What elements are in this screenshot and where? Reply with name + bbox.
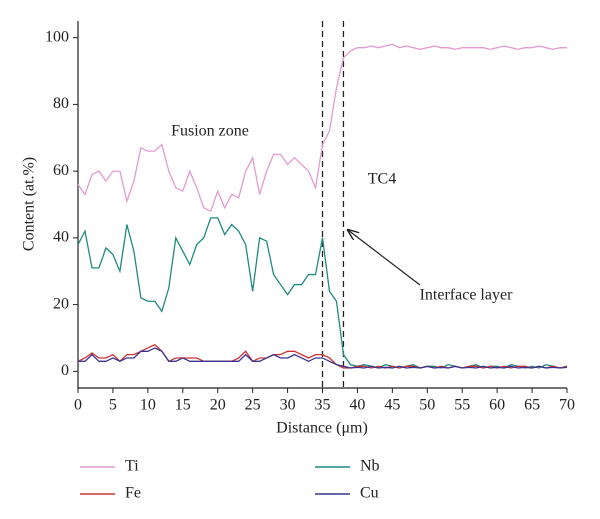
series-line: [77, 43, 567, 213]
x-tick-label: 70: [559, 397, 575, 414]
y-tick-label: 20: [53, 295, 69, 312]
annotation: TC4: [368, 171, 396, 188]
arrow: [348, 230, 421, 286]
series-line: [78, 347, 568, 369]
y-tick-label: 40: [53, 229, 69, 246]
x-axis-label: Distance (μm): [276, 420, 368, 437]
x-tick-label: 55: [454, 397, 470, 414]
legend-label: Cu: [360, 485, 379, 502]
x-tick-label: 40: [349, 397, 365, 414]
x-tick-label: 65: [524, 397, 540, 414]
legend-label: Ti: [125, 458, 139, 475]
x-tick-label: 30: [280, 397, 296, 414]
y-tick-label: 100: [45, 28, 69, 45]
legend-label: Nb: [360, 458, 380, 475]
x-tick-label: 25: [245, 397, 261, 414]
x-tick-label: 45: [384, 397, 400, 414]
x-tick-label: 0: [74, 397, 82, 414]
y-axis-label: Content (at.%): [21, 157, 38, 251]
legend-label: Fe: [125, 485, 141, 502]
x-tick-label: 5: [109, 397, 117, 414]
y-tick-label: 80: [53, 95, 69, 112]
x-tick-label: 20: [210, 397, 226, 414]
x-tick-label: 35: [315, 397, 331, 414]
y-tick-label: 60: [53, 162, 69, 179]
x-tick-label: 60: [489, 397, 505, 414]
annotation: Fusion zone: [171, 123, 249, 140]
x-tick-label: 50: [419, 397, 435, 414]
y-tick-label: 0: [61, 362, 69, 379]
x-tick-label: 15: [175, 397, 191, 414]
x-tick-label: 10: [140, 397, 156, 414]
annotation: Interface layer: [420, 287, 513, 304]
